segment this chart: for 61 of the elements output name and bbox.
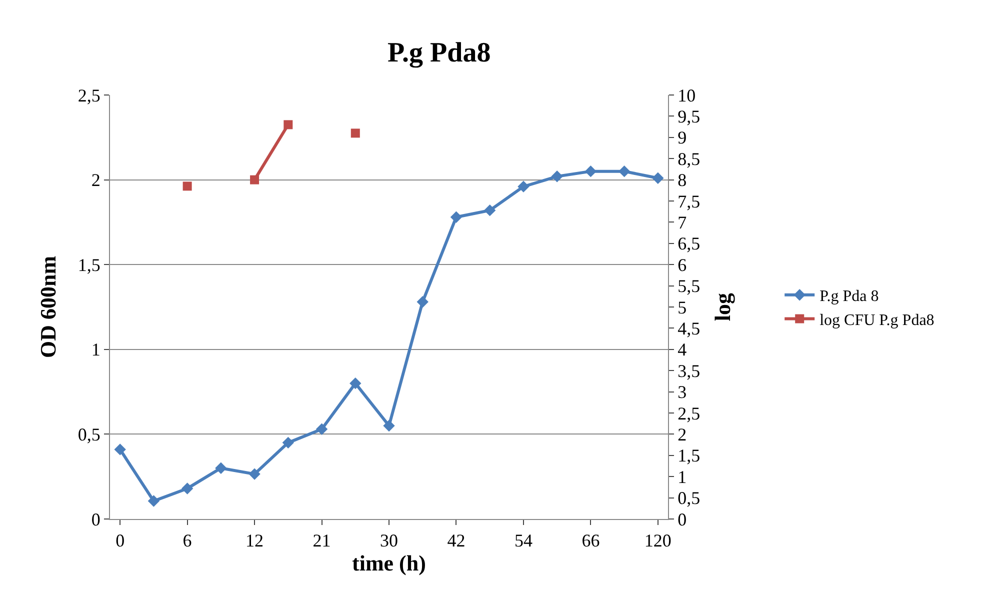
x-tick-label: 21 [312, 530, 331, 551]
y2-tick-label: 1,5 [678, 446, 700, 466]
x-tick-label: 12 [246, 530, 264, 551]
y2-tick-label: 1 [678, 466, 687, 487]
y2-tick-label: 3 [678, 382, 687, 402]
point [518, 180, 530, 192]
point [215, 462, 227, 474]
point [652, 172, 664, 184]
y2-tick-label: 4,5 [678, 318, 700, 338]
point [350, 128, 360, 138]
x-tick-label: 42 [447, 530, 466, 551]
legend-label: log CFU P.g Pda8 [820, 312, 934, 329]
point [282, 436, 294, 449]
legend-label: P.g Pda 8 [820, 288, 879, 306]
y2-tick-label: 9 [678, 128, 687, 148]
point [182, 182, 192, 191]
y2-tick-label: 0 [678, 509, 687, 530]
y2-tick-label: 6,5 [678, 234, 700, 254]
y-tick-label: 2,5 [78, 85, 100, 106]
point [450, 211, 462, 223]
x-tick-label: 66 [582, 530, 600, 551]
chart-title: P.g Pda8 [388, 37, 491, 68]
y-axis-title: OD 600nm [36, 256, 61, 358]
x-tick-label: 54 [514, 530, 532, 551]
y2-tick-label: 8,5 [678, 148, 700, 169]
y2-tick-label: 2 [678, 424, 687, 444]
y2-tick-label: 3,5 [678, 360, 700, 381]
y-tick-label: 0 [91, 509, 100, 530]
point [148, 495, 160, 507]
y2-axis-title: log [710, 292, 735, 322]
y2-tick-label: 5 [678, 297, 687, 318]
x-tick-label: 6 [182, 530, 192, 551]
point [551, 170, 563, 182]
y-tick-label: 2 [91, 170, 100, 190]
point [114, 444, 126, 456]
point [416, 296, 428, 308]
x-tick-label: 120 [644, 530, 672, 551]
y-tick-label: 1 [91, 340, 100, 360]
y2-tick-label: 2,5 [678, 403, 700, 424]
y-tick-label: 0,5 [78, 424, 100, 444]
y2-tick-label: 9,5 [678, 106, 700, 126]
point [618, 165, 630, 178]
y2-tick-label: 4 [678, 340, 687, 360]
point [484, 204, 496, 216]
point [584, 165, 597, 178]
y2-tick-label: 7 [678, 212, 687, 232]
y2-tick-label: 5,5 [678, 276, 700, 296]
y2-tick-label: 0,5 [678, 488, 700, 508]
x-tick-label: 0 [116, 530, 125, 551]
y2-tick-label: 7,5 [678, 191, 700, 212]
x-tick-label: 30 [380, 530, 398, 551]
x-axis-title: time (h) [352, 550, 426, 576]
y2-tick-label: 6 [678, 254, 687, 275]
y2-tick-label: 8 [678, 170, 687, 190]
point [383, 420, 395, 432]
point [316, 423, 328, 435]
y-tick-label: 1,5 [78, 254, 100, 275]
point [350, 377, 362, 390]
point [248, 468, 260, 480]
point [181, 482, 194, 494]
y2-tick-label: 10 [678, 85, 696, 106]
